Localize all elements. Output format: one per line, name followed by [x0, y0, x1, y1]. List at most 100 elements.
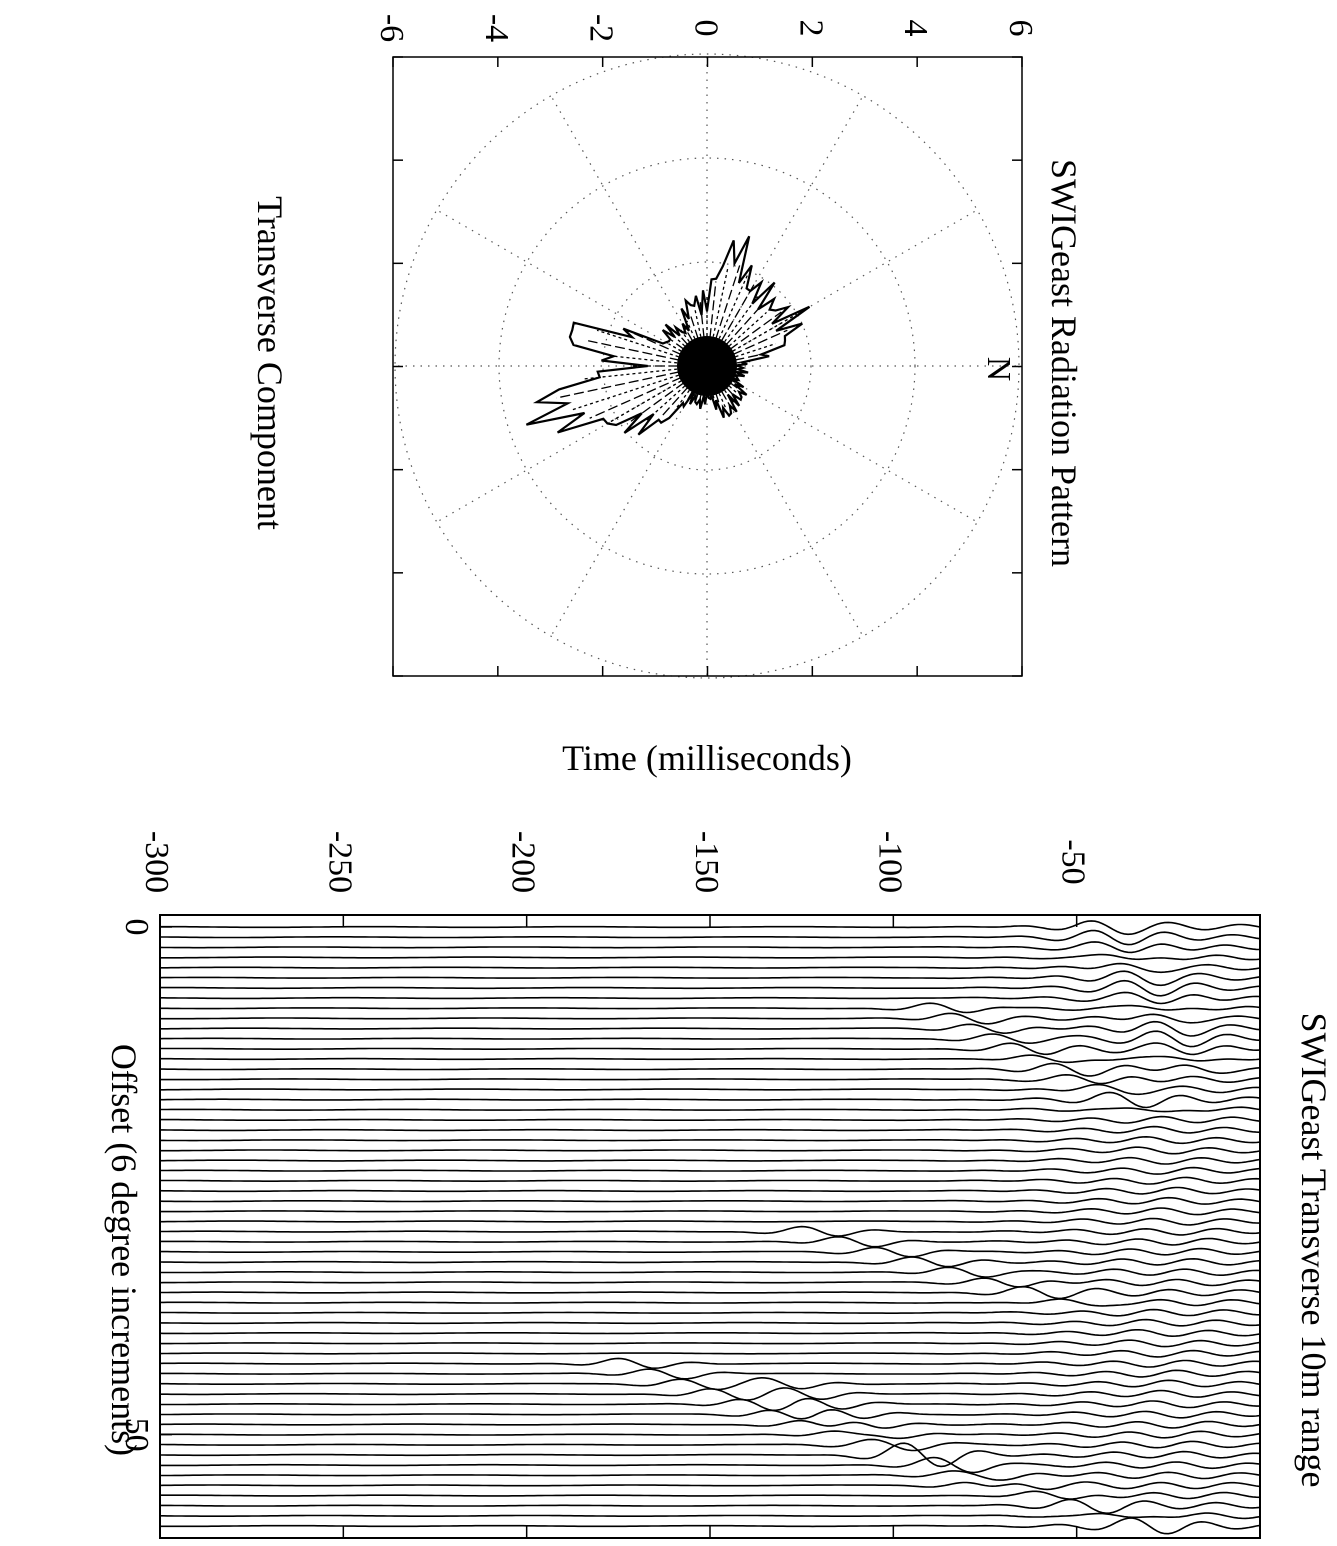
polar-grid-spoke	[706, 365, 978, 523]
trace-line	[160, 929, 1261, 946]
trace-line	[159, 1481, 1261, 1491]
polar-tick-label: -2	[583, 14, 620, 42]
trace-line	[160, 1512, 1261, 1520]
trace-line	[160, 1020, 1261, 1037]
traces-title: SWIGeast Transverse 10m range	[1294, 1013, 1334, 1488]
trace-line	[159, 1030, 1261, 1048]
trace-line	[160, 1146, 1261, 1155]
trace-line	[160, 1083, 1261, 1096]
trace-line	[159, 941, 1261, 954]
pattern-core	[677, 336, 737, 396]
polar-grid-ring	[498, 157, 916, 575]
trace-lines	[159, 920, 1261, 1535]
trace-line	[160, 1368, 1261, 1380]
trace-line	[159, 1186, 1261, 1195]
trace-line	[160, 1517, 1261, 1535]
polar-title: SWIGeast Radiation Pattern	[1044, 159, 1084, 567]
trace-line	[160, 1106, 1261, 1113]
trace-line	[159, 1256, 1261, 1268]
traces-ylabel: Time (milliseconds)	[562, 738, 852, 778]
trace-line	[160, 1387, 1261, 1401]
polar-tick-label: 4	[897, 20, 934, 37]
pattern-outline	[525, 235, 811, 436]
trace-line	[160, 1438, 1261, 1452]
trace-line	[160, 1054, 1261, 1064]
time-tick-label: -300	[138, 831, 175, 893]
polar-xlabel: Transverse Component	[250, 196, 290, 530]
pattern-ray	[706, 307, 760, 367]
trace-line	[160, 1176, 1261, 1185]
polar-tick-label: 2	[792, 20, 829, 37]
trace-line	[160, 1339, 1261, 1348]
north-label: N	[980, 357, 1017, 382]
trace-line	[159, 1349, 1261, 1358]
trace-line	[160, 962, 1261, 974]
trace-line	[160, 1156, 1261, 1165]
trace-line	[160, 1298, 1261, 1307]
trace-line	[159, 1329, 1261, 1338]
pattern-ray	[609, 355, 708, 367]
trace-line	[160, 1397, 1260, 1412]
pattern-ray	[706, 313, 798, 367]
trace-line	[160, 1285, 1261, 1300]
offset-tick-label: 50	[118, 1418, 155, 1452]
offset-tick-label: 0	[118, 919, 155, 936]
pattern-ray	[699, 302, 708, 367]
trace-line	[160, 1246, 1261, 1258]
polar-grid-spoke	[436, 365, 708, 523]
trace-line	[160, 1217, 1261, 1226]
polar-frame	[392, 56, 1023, 677]
traces-xlabel: Offset (6 degree increments)	[104, 1044, 144, 1456]
trace-line	[160, 1490, 1261, 1500]
trace-line	[160, 1091, 1261, 1109]
pattern-ray	[706, 274, 749, 367]
trace-line	[160, 1166, 1261, 1175]
time-tick-label: -50	[1055, 839, 1092, 884]
trace-line	[160, 1470, 1261, 1481]
time-tick-label: -200	[505, 831, 542, 893]
trace-line	[159, 1277, 1261, 1288]
trace-line	[160, 1012, 1261, 1025]
time-tick-label: -100	[871, 831, 908, 893]
trace-axis-ticks: -300 -250 -200 -150 -100 -50 0 50	[118, 831, 1092, 1538]
trace-line	[160, 1073, 1261, 1085]
trace-line	[160, 1442, 1261, 1468]
trace-line	[160, 920, 1261, 936]
polar-tick-label: 6	[1002, 20, 1039, 37]
time-tick-label: -250	[321, 831, 358, 893]
trace-line	[160, 1235, 1261, 1248]
trace-line	[160, 1207, 1261, 1216]
radiation-pattern-chart: SWIGeast Radiation Pattern Transverse Co…	[250, 14, 1084, 679]
trace-line	[160, 1115, 1261, 1124]
trace-line	[160, 1456, 1261, 1474]
trace-line	[160, 991, 1261, 1005]
polar-tick-label: 0	[688, 20, 725, 37]
trace-line	[159, 970, 1261, 987]
trace-line	[159, 1419, 1261, 1429]
trace-line	[160, 1408, 1261, 1420]
polar-pattern	[525, 235, 811, 436]
seismic-trace-chart: SWIGeast Transverse 10m range Time (mill…	[104, 738, 1334, 1539]
polar-axis-ticks: -6 -4 -2 0 2 4 6	[373, 14, 1039, 677]
polar-tick-label: -4	[478, 14, 515, 42]
trace-line	[160, 1125, 1261, 1134]
polar-grid-ring	[602, 261, 812, 471]
trace-line	[160, 1225, 1261, 1237]
trace-line	[160, 1308, 1261, 1317]
trace-line	[159, 1357, 1261, 1370]
trace-line	[160, 1266, 1261, 1278]
trace-line	[160, 1318, 1261, 1327]
trace-line	[160, 1002, 1261, 1014]
trace-line	[160, 1042, 1261, 1056]
trace-line	[160, 953, 1261, 961]
polar-tick-label: -6	[373, 14, 410, 42]
traces-frame	[159, 914, 1261, 1539]
time-tick-label: -150	[688, 831, 725, 893]
trace-line	[160, 1376, 1261, 1391]
pattern-ray	[556, 365, 708, 399]
trace-line	[160, 979, 1261, 997]
trace-line	[160, 1135, 1261, 1145]
trace-line	[160, 1498, 1261, 1515]
pattern-ray	[660, 365, 708, 418]
trace-line	[160, 1062, 1261, 1077]
